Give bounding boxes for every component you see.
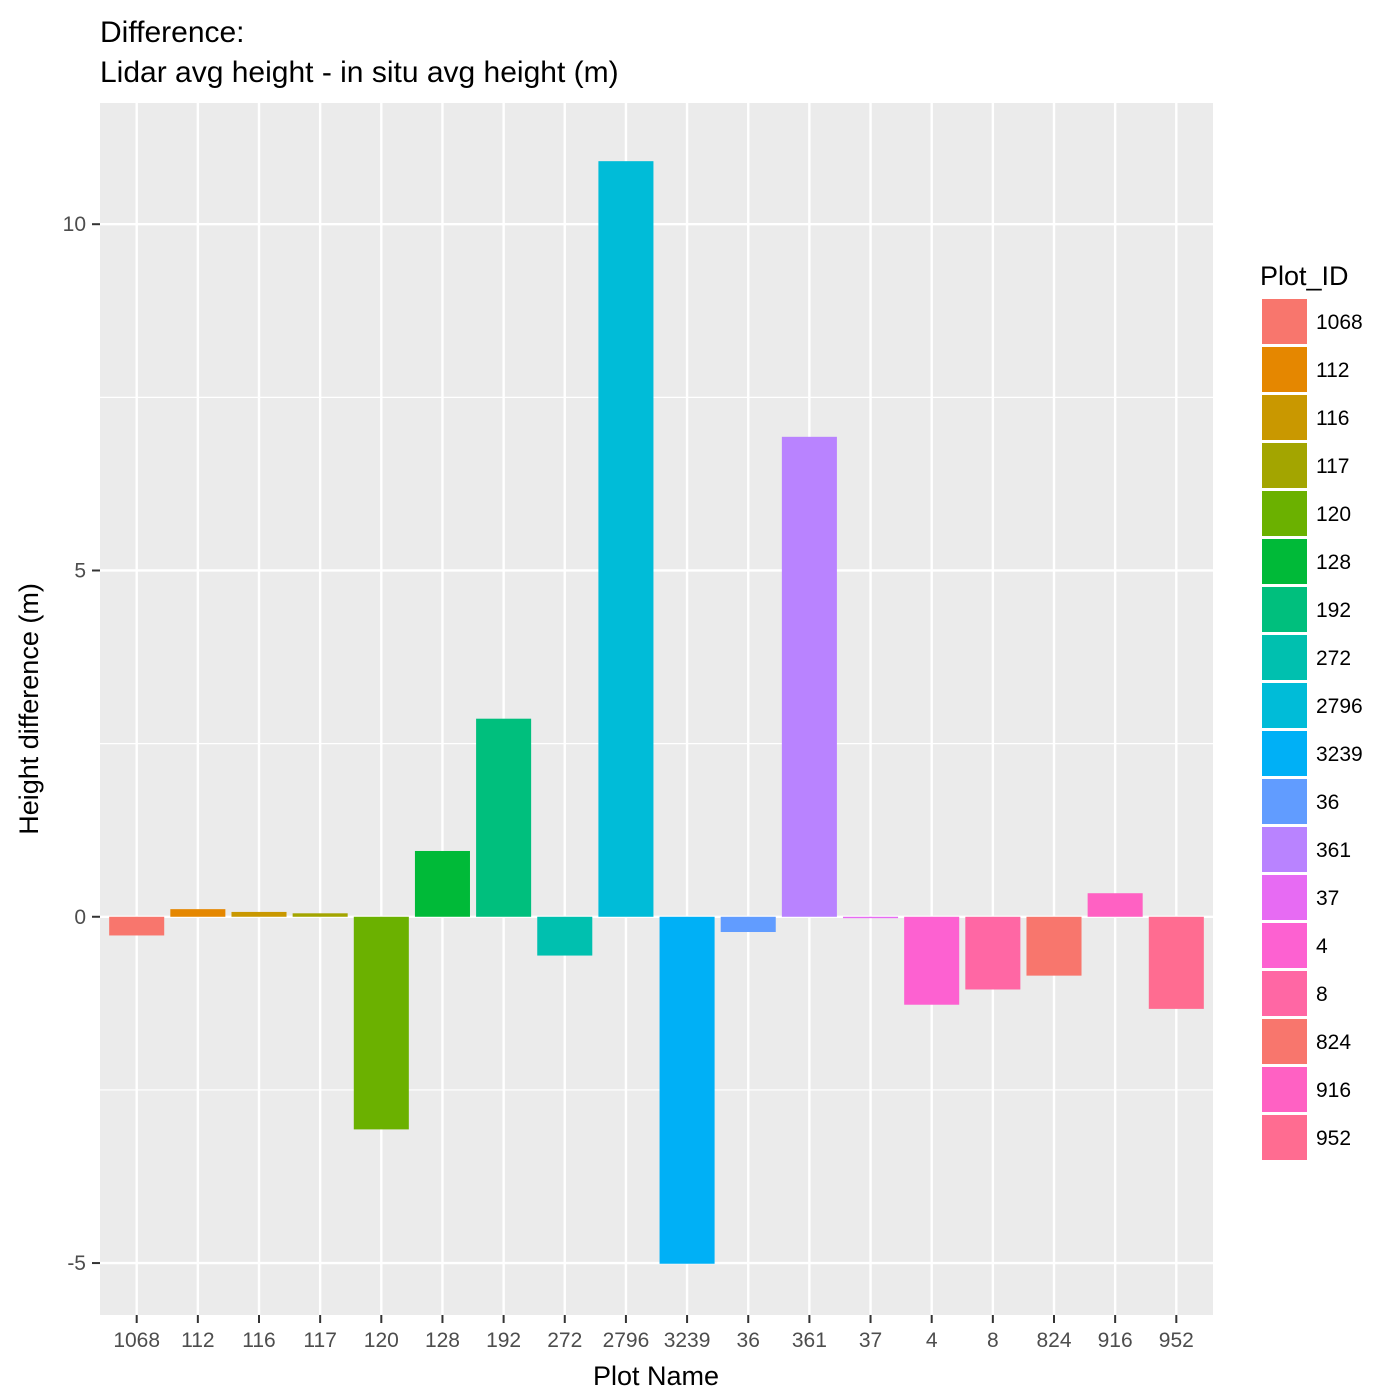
- legend-label: 272: [1316, 647, 1351, 670]
- legend-label: 2796: [1316, 695, 1363, 718]
- bar: [1087, 893, 1143, 917]
- x-tick-label: 3239: [664, 1329, 711, 1352]
- chart-subtitle: Lidar avg height - in situ avg height (m…: [100, 56, 619, 89]
- legend-label: 112: [1316, 359, 1349, 382]
- legend-key: [1262, 683, 1307, 728]
- x-tick-label: 824: [1036, 1329, 1071, 1352]
- legend-label: 192: [1316, 599, 1351, 622]
- legend-key: [1262, 1115, 1307, 1160]
- y-tick-label: 5: [74, 559, 86, 582]
- legend-label: 117: [1316, 455, 1349, 478]
- legend-label: 120: [1316, 503, 1351, 526]
- y-tick-label: 10: [63, 213, 86, 236]
- x-tick-label: 916: [1098, 1329, 1133, 1352]
- bar: [537, 916, 593, 956]
- bar: [109, 916, 165, 936]
- bar: [781, 436, 837, 917]
- bar: [476, 718, 532, 917]
- legend-label: 1068: [1316, 311, 1363, 334]
- x-tick-label: 952: [1159, 1329, 1194, 1352]
- bar: [843, 916, 899, 919]
- bar: [904, 916, 960, 1005]
- legend-key: [1262, 299, 1307, 344]
- x-tick-label: 4: [926, 1329, 938, 1352]
- legend: Plot_ID 1068 112 116 117 120 128 192 272 2796 323…: [1260, 261, 1363, 1160]
- x-tick-label: 192: [486, 1329, 521, 1352]
- y-axis-label: Height difference (m): [14, 583, 44, 835]
- legend-key: [1262, 443, 1307, 488]
- legend-key: [1262, 875, 1307, 920]
- legend-key: [1262, 491, 1307, 536]
- y-tick-label: 0: [74, 906, 86, 929]
- x-tick-label: 1068: [113, 1329, 160, 1352]
- legend-label: 3239: [1316, 743, 1363, 766]
- grid-lines: [100, 103, 1213, 1315]
- x-tick-label: 128: [425, 1329, 460, 1352]
- bar: [659, 916, 715, 1264]
- legend-key: [1262, 779, 1307, 824]
- y-axis: -5 0 5 10: [63, 213, 100, 1275]
- plot-panel: [100, 103, 1213, 1315]
- bar: [414, 850, 470, 917]
- bar: [1026, 916, 1082, 976]
- x-tick-label: 272: [547, 1329, 582, 1352]
- x-tick-label: 36: [737, 1329, 760, 1352]
- legend-key: [1262, 635, 1307, 680]
- x-tick-label: 2796: [603, 1329, 650, 1352]
- legend-label: 8: [1316, 983, 1328, 1006]
- legend-label: 116: [1316, 407, 1349, 430]
- legend-label: 128: [1316, 551, 1351, 574]
- legend-key: [1262, 587, 1307, 632]
- x-tick-label: 117: [303, 1329, 336, 1352]
- x-axis: 1068 112 116 117 120 128 192 272 2796 3239 36 361 37…: [113, 1315, 1194, 1352]
- legend-items: 1068 112 116 117 120 128 192 272 2796 3239 36 361 37…: [1262, 299, 1363, 1160]
- x-tick-label: 112: [181, 1329, 214, 1352]
- x-tick-label: 37: [859, 1329, 882, 1352]
- bar: [1148, 916, 1204, 1009]
- legend-key: [1262, 827, 1307, 872]
- bar: [720, 916, 776, 933]
- x-tick-label: 361: [792, 1329, 827, 1352]
- legend-label: 37: [1316, 887, 1339, 910]
- legend-label: 952: [1316, 1127, 1351, 1150]
- x-tick-label: 8: [987, 1329, 999, 1352]
- x-axis-label: Plot Name: [593, 1361, 719, 1391]
- bar: [170, 909, 226, 917]
- bar: [231, 911, 287, 917]
- legend-key: [1262, 1019, 1307, 1064]
- x-tick-label: 116: [242, 1329, 275, 1352]
- legend-key: [1262, 347, 1307, 392]
- legend-key: [1262, 923, 1307, 968]
- legend-label: 916: [1316, 1079, 1351, 1102]
- bar: [292, 913, 348, 917]
- legend-key: [1262, 395, 1307, 440]
- legend-key: [1262, 731, 1307, 776]
- bars: [109, 161, 1204, 1264]
- legend-title: Plot_ID: [1260, 261, 1349, 291]
- x-tick-label: 120: [364, 1329, 399, 1352]
- legend-key: [1262, 539, 1307, 584]
- bar: [965, 916, 1021, 990]
- legend-label: 4: [1316, 935, 1328, 958]
- legend-label: 824: [1316, 1031, 1351, 1054]
- chart-title: Difference:: [100, 16, 245, 49]
- y-tick-label: -5: [67, 1252, 86, 1275]
- legend-key: [1262, 971, 1307, 1016]
- bar: [598, 161, 654, 917]
- bar: [353, 916, 409, 1130]
- legend-label: 361: [1316, 839, 1351, 862]
- legend-label: 36: [1316, 791, 1339, 814]
- legend-key: [1262, 1067, 1307, 1112]
